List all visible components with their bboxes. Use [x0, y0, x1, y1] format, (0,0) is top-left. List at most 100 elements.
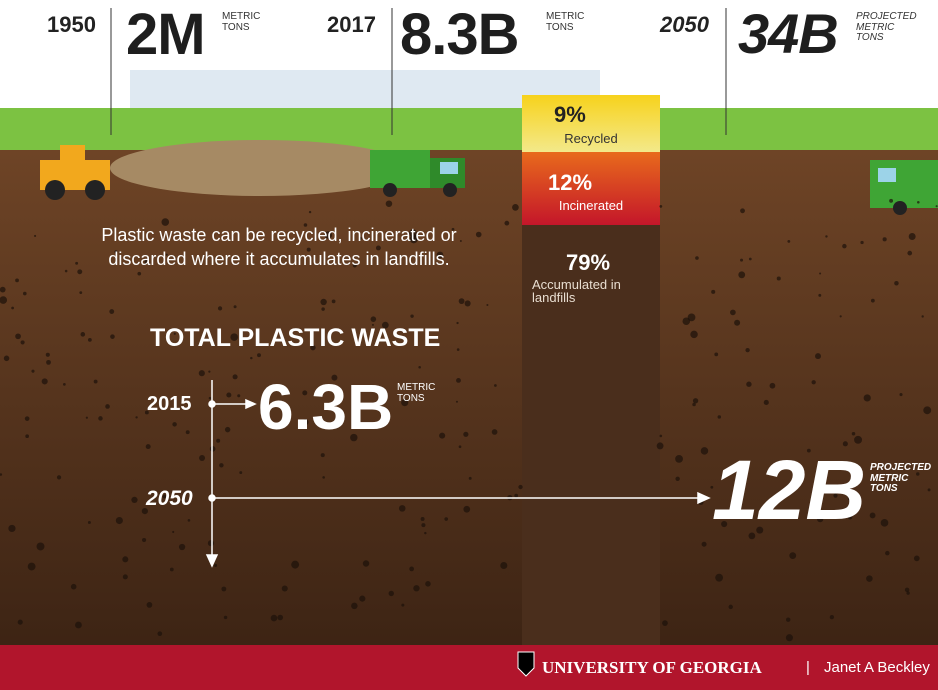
speck: [15, 333, 21, 339]
speck: [864, 394, 871, 401]
speck: [237, 394, 240, 397]
speck: [79, 291, 82, 294]
speck: [439, 433, 445, 439]
speck: [852, 432, 855, 435]
speck: [142, 538, 146, 542]
speck: [147, 602, 153, 608]
speck: [214, 564, 217, 567]
speck: [456, 401, 458, 403]
speck: [399, 505, 406, 512]
speck: [363, 560, 369, 566]
speck: [239, 471, 242, 474]
speck: [923, 406, 931, 414]
speck: [199, 370, 205, 376]
speck: [749, 258, 752, 261]
speck: [906, 591, 909, 594]
speck: [409, 567, 414, 572]
speck: [465, 300, 471, 306]
speck: [786, 618, 790, 622]
year: 2015: [147, 394, 192, 414]
speck: [870, 513, 876, 519]
speck: [224, 616, 227, 619]
speck: [219, 463, 223, 467]
speck: [94, 380, 98, 384]
author: Janet A Beckley: [824, 660, 930, 675]
speck: [909, 233, 916, 240]
speck: [320, 299, 326, 305]
unit: METRIC TONS: [222, 12, 260, 33]
speck: [738, 271, 745, 278]
speck: [226, 392, 231, 397]
percent: 79%: [566, 252, 610, 274]
speck: [711, 290, 715, 294]
speck: [714, 353, 718, 357]
speck: [359, 596, 365, 602]
speck: [257, 353, 261, 357]
speck: [459, 445, 462, 448]
speck: [410, 314, 413, 317]
speck: [71, 584, 77, 590]
speck: [457, 348, 460, 351]
speck: [172, 422, 176, 426]
speck: [883, 237, 887, 241]
speck: [88, 338, 92, 342]
speck: [234, 305, 237, 308]
speck: [172, 531, 174, 533]
speck: [25, 416, 30, 421]
speck: [692, 403, 696, 407]
speck: [282, 586, 288, 592]
speck: [702, 542, 707, 547]
footer-bar: [0, 645, 938, 690]
speck: [500, 562, 507, 569]
speck: [208, 371, 210, 373]
speck: [57, 475, 61, 479]
speck: [740, 208, 745, 213]
speck: [0, 287, 6, 293]
speck: [81, 332, 86, 337]
speck: [456, 378, 461, 383]
speck: [456, 322, 458, 324]
unit: METRIC TONS: [546, 12, 584, 33]
speck: [715, 574, 723, 582]
speck: [745, 348, 749, 352]
garbage-truck-right: [870, 160, 938, 215]
speck: [37, 542, 45, 550]
speck: [137, 272, 141, 276]
speck: [88, 521, 91, 524]
speck: [424, 532, 426, 534]
speck: [718, 415, 721, 418]
speck: [46, 353, 50, 357]
amount: 34B: [738, 6, 838, 62]
speck: [25, 434, 29, 438]
infographic: {"header":{"items":[ {"year":"1950","amo…: [0, 0, 938, 690]
total-title: TOTAL PLASTIC WASTE: [150, 326, 440, 351]
speck: [922, 315, 924, 317]
speck: [746, 382, 751, 387]
speck: [777, 276, 781, 280]
speck: [34, 235, 36, 237]
speck: [889, 199, 893, 203]
speck: [899, 393, 902, 396]
speck: [818, 294, 821, 297]
speck: [8, 525, 15, 532]
speck: [518, 485, 522, 489]
speck: [657, 442, 664, 449]
speck: [492, 429, 498, 435]
speck: [840, 315, 842, 317]
speck: [421, 523, 425, 527]
amount: 8.3B: [400, 6, 519, 64]
speck: [514, 494, 518, 498]
speck: [860, 241, 863, 244]
speck: [770, 383, 776, 389]
speck: [321, 453, 325, 457]
speck: [209, 397, 212, 400]
speck: [871, 299, 875, 303]
speck: [682, 317, 690, 325]
speck: [425, 581, 431, 587]
fate-label: Recycled: [522, 132, 660, 145]
percent: 12%: [548, 172, 592, 194]
amount: 12B: [712, 448, 866, 532]
separator: |: [806, 660, 810, 675]
speck: [225, 427, 230, 432]
speck: [322, 476, 325, 479]
